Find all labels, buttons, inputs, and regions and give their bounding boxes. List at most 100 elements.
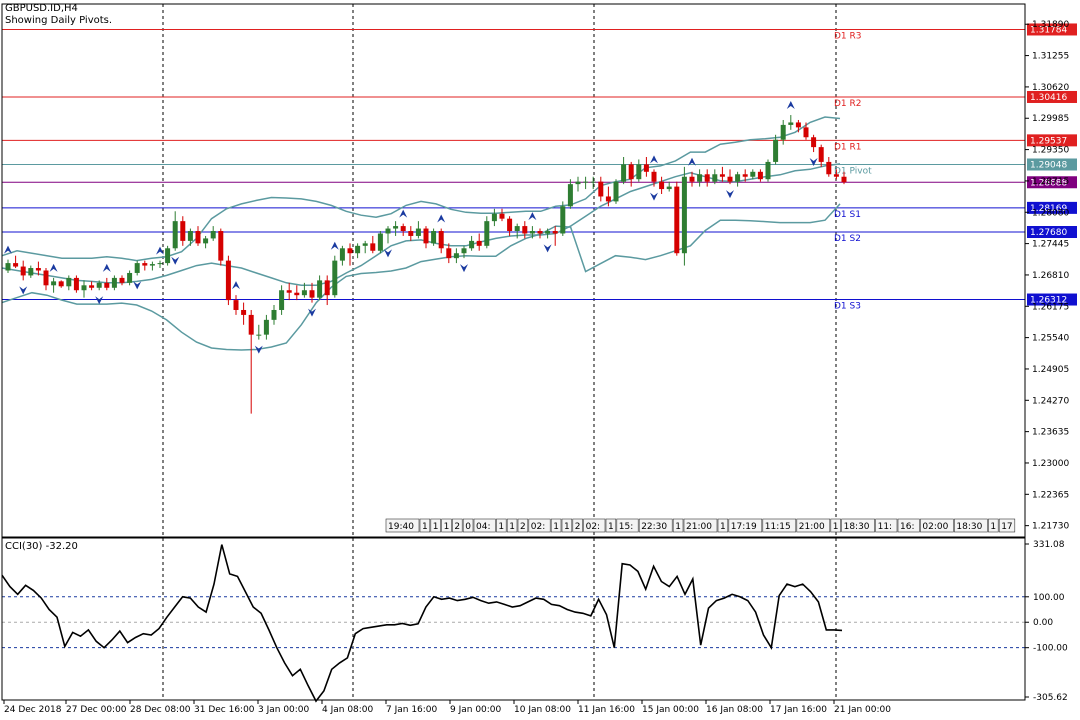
candle-body (286, 290, 292, 293)
candle-body (469, 240, 475, 249)
candle-body (66, 277, 72, 287)
fractal-up-arrow (156, 246, 164, 255)
fractal-down-arrow (308, 308, 316, 317)
time-strip-label: 1 (608, 522, 614, 532)
time-strip-label: 2 (520, 522, 526, 532)
candle-body (5, 263, 11, 271)
candle-body (757, 171, 763, 180)
fractal-down-arrow (384, 249, 392, 258)
candle-body (438, 231, 444, 249)
time-strip-cell (762, 518, 797, 533)
time-strip-cell (473, 518, 496, 533)
time-strip-label: 1 (509, 522, 515, 532)
time-strip-label: 04: (476, 522, 490, 532)
candle-body (803, 127, 809, 138)
time-strip-label: 11:15 (765, 522, 791, 532)
candle-body (127, 272, 133, 283)
candle-body (773, 139, 779, 162)
time-strip-label: 15: (619, 522, 633, 532)
candle-body (248, 314, 254, 335)
candle-body (256, 334, 262, 336)
time-strip-cell (728, 518, 763, 533)
price-tag (1027, 158, 1077, 171)
price-tag (1027, 293, 1077, 306)
cci-tick-label: -100.00 (1033, 644, 1068, 654)
time-strip-cell (672, 518, 684, 533)
time-tick-label: 31 Dec 16:00 (194, 705, 255, 715)
candle-body (324, 280, 330, 296)
time-tick-label: 28 Dec 08:00 (130, 705, 191, 715)
candle-body (415, 228, 421, 236)
price-tick-label: 1.31255 (1032, 52, 1069, 62)
time-tick-label: 10 Jan 08:00 (514, 705, 571, 715)
pivot-level-label: D1 S1 (834, 210, 861, 220)
time-strip-cell (875, 518, 898, 533)
candle-body (742, 174, 748, 177)
candle-body (377, 233, 383, 251)
time-strip-label: 1 (433, 522, 439, 532)
fractal-down-arrow (254, 345, 263, 354)
candle-body (28, 268, 34, 276)
chart-symbol-title: GBPUSD.ID,H4 (5, 3, 78, 14)
time-strip-cell (897, 518, 920, 533)
price-frame (1, 3, 1026, 538)
cci-frame (1, 537, 1026, 701)
fractal-arrows (4, 101, 818, 354)
candle-body (233, 300, 239, 310)
candle-body (218, 231, 224, 261)
fractal-down-arrow (19, 286, 28, 295)
time-strip-cell (717, 518, 729, 533)
price-tick-label: 1.29985 (1032, 114, 1069, 124)
candle-body (811, 137, 817, 148)
time-strip-cell (583, 518, 606, 533)
candle-body (795, 122, 801, 128)
candle-body (294, 292, 300, 296)
time-tick-label: 17 Jan 16:00 (770, 705, 827, 715)
candle-body (674, 186, 680, 254)
candle-body (476, 240, 482, 246)
pivot-level-label: D1 S2 (834, 234, 861, 244)
fractal-down-arrow (650, 192, 658, 201)
price-tag (1027, 23, 1077, 36)
candle-body (545, 231, 551, 234)
fractal-up-arrow (232, 281, 240, 290)
time-strip-cell (561, 518, 573, 533)
price-tag-label: 1.30416 (1030, 93, 1067, 103)
candle-body (362, 243, 368, 246)
time-strip-label: 1 (990, 522, 996, 532)
candle-body (727, 176, 733, 182)
price-tag (1027, 226, 1077, 239)
candle-body (393, 226, 399, 229)
candle-body (453, 253, 459, 259)
time-strip-cell (452, 518, 463, 533)
fractal-down-arrow (543, 244, 552, 253)
price-tick-label: 1.30620 (1032, 83, 1069, 93)
pivot-level-label: D1 S3 (834, 302, 861, 312)
price-tick-label: 1.23000 (1032, 459, 1069, 469)
price-tick-label: 1.31890 (1032, 20, 1069, 30)
price-tag-label: 1.31784 (1030, 25, 1067, 35)
candle-body (400, 226, 406, 232)
candle-body (567, 184, 573, 207)
candle-body (651, 171, 657, 182)
price-tick-label: 1.26175 (1032, 302, 1069, 312)
time-tick-label: 4 Jan 08:00 (322, 705, 374, 715)
time-tick-label: 7 Jan 16:00 (386, 705, 438, 715)
fractal-up-arrow (786, 101, 795, 110)
time-strip-label: 0 (465, 522, 471, 532)
candle-body (339, 248, 345, 261)
time-strip-label: 19:40 (388, 522, 414, 532)
candle-body (522, 226, 528, 234)
price-tick-label: 1.25540 (1032, 334, 1069, 344)
bollinger-lower (1, 203, 841, 351)
candle-body (134, 263, 140, 273)
fractal-down-arrow (133, 281, 142, 290)
time-strip-cell (550, 518, 562, 533)
pivot-level-label: D1 R3 (834, 31, 862, 41)
candle-body (598, 181, 604, 197)
candle-body (621, 164, 627, 182)
price-tag-label: 1.28688 (1030, 178, 1067, 188)
candle-body (423, 228, 429, 244)
candle-body (636, 164, 642, 180)
